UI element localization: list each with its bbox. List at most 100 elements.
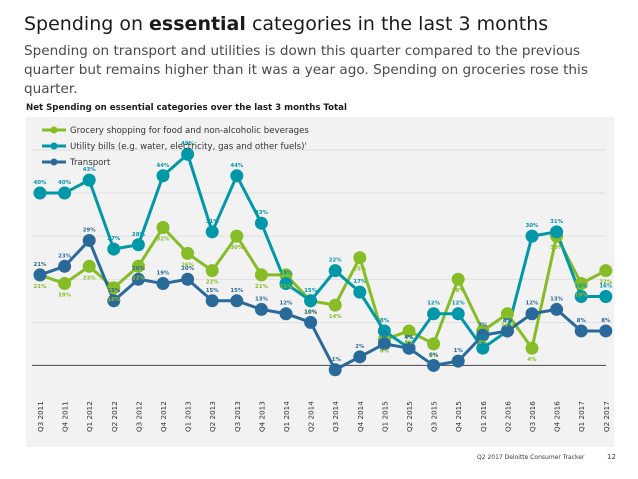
- data-point: [599, 264, 613, 278]
- data-point: [599, 324, 613, 338]
- data-label: 8%: [503, 318, 513, 324]
- data-point: [156, 221, 170, 235]
- data-point: [599, 289, 613, 303]
- x-tick-label: Q2 2017: [602, 401, 611, 432]
- data-point: [82, 259, 96, 273]
- data-label: 22%: [329, 258, 343, 264]
- data-point: [402, 324, 416, 338]
- page-title: Spending on essential categories in the …: [24, 13, 548, 35]
- data-label: 21%: [34, 262, 48, 268]
- data-label: 4%: [527, 357, 537, 363]
- data-point: [107, 242, 121, 256]
- x-tick-label: Q4 2015: [454, 401, 463, 432]
- data-point: [500, 307, 514, 321]
- data-label: 17%: [353, 279, 367, 285]
- data-point: [254, 216, 268, 230]
- data-point: [58, 277, 72, 291]
- x-tick-label: Q1 2016: [479, 401, 488, 432]
- data-label: 21%: [255, 284, 269, 290]
- data-label: 22%: [206, 280, 220, 286]
- legend-label: Grocery shopping for food and non-alcoho…: [70, 126, 309, 136]
- data-label: 20%: [181, 266, 195, 272]
- legend-swatch-marker: [50, 158, 58, 166]
- data-label: 15%: [107, 288, 121, 294]
- x-tick-label: Q1 2012: [85, 401, 94, 432]
- data-point: [181, 246, 195, 260]
- data-label: 25%: [353, 267, 367, 273]
- chart-title: Net Spending on essential categories ove…: [26, 103, 347, 113]
- data-point: [304, 315, 318, 329]
- data-point: [353, 350, 367, 364]
- data-label: 5%: [380, 331, 390, 337]
- data-label: 13%: [255, 296, 269, 302]
- data-label: 30%: [550, 245, 564, 251]
- data-label: 8%: [503, 318, 513, 324]
- data-point: [58, 259, 72, 273]
- data-point: [279, 307, 293, 321]
- data-label: 8%: [380, 318, 390, 324]
- data-point: [402, 341, 416, 355]
- series-line: [39, 238, 606, 372]
- x-tick-label: Q4 2013: [257, 401, 266, 432]
- legend-label: Transport: [69, 158, 111, 168]
- legend-label: Utility bills (e.g. water, electricity, …: [70, 142, 307, 152]
- x-tick-label: Q2 2012: [110, 401, 119, 432]
- data-label: 4%: [404, 335, 414, 341]
- data-label: 13%: [550, 296, 564, 302]
- data-label: 22%: [132, 275, 146, 281]
- legend-swatch-marker: [50, 126, 58, 134]
- data-label: 12%: [280, 301, 294, 307]
- series-line: [40, 152, 606, 350]
- data-point: [328, 264, 342, 278]
- data-label: 15%: [304, 288, 318, 294]
- data-point: [181, 147, 195, 161]
- title-pre: Spending on: [24, 13, 150, 35]
- data-point: [525, 229, 539, 243]
- data-point: [82, 233, 96, 247]
- data-label: 40%: [34, 180, 48, 186]
- data-point: [328, 363, 342, 377]
- data-point: [33, 186, 47, 200]
- data-label: 1%: [454, 348, 464, 354]
- line-chart: Q3 2011 Q4 2011 Q1 2012 Q2 2012 Q3 2012 Q4 20…: [32, 126, 613, 432]
- page-number: 12: [607, 453, 616, 461]
- title-post: categories in the last 3 months: [245, 13, 549, 35]
- data-label: 20%: [132, 266, 146, 272]
- data-label: -1%: [330, 357, 342, 363]
- data-label: 4%: [478, 335, 488, 341]
- data-point: [279, 277, 293, 291]
- data-label: 31%: [550, 219, 564, 225]
- data-point: [550, 225, 564, 239]
- data-label: 31%: [206, 219, 220, 225]
- data-label: 15%: [304, 310, 318, 316]
- data-label: 27%: [107, 236, 121, 242]
- data-label: 30%: [526, 223, 540, 229]
- data-label: 12%: [452, 301, 466, 307]
- title-bold: essential: [149, 13, 246, 35]
- data-label: 29%: [83, 227, 97, 233]
- data-point: [107, 294, 121, 308]
- data-point: [254, 268, 268, 282]
- data-label: 7%: [478, 322, 488, 328]
- data-point: [574, 289, 588, 303]
- data-label: 5%: [429, 353, 439, 359]
- x-tick-label: Q3 2012: [134, 401, 143, 432]
- data-label: 18%: [107, 297, 121, 303]
- data-point: [574, 324, 588, 338]
- data-label: 49%: [181, 141, 195, 147]
- data-label: 26%: [181, 262, 195, 268]
- data-label: 19%: [157, 271, 171, 277]
- data-point: [525, 341, 539, 355]
- data-label: 0%: [429, 352, 439, 358]
- data-point: [500, 324, 514, 338]
- data-label: 16%: [575, 283, 589, 289]
- data-label: 19%: [280, 271, 294, 277]
- data-label: 12%: [427, 301, 441, 307]
- x-tick-label: Q4 2011: [61, 401, 70, 432]
- x-tick-label: Q4 2014: [356, 401, 365, 432]
- data-label: 8%: [577, 318, 587, 324]
- data-point: [427, 337, 441, 351]
- data-label: 8%: [404, 340, 414, 346]
- data-point: [156, 277, 170, 291]
- data-point: [304, 294, 318, 308]
